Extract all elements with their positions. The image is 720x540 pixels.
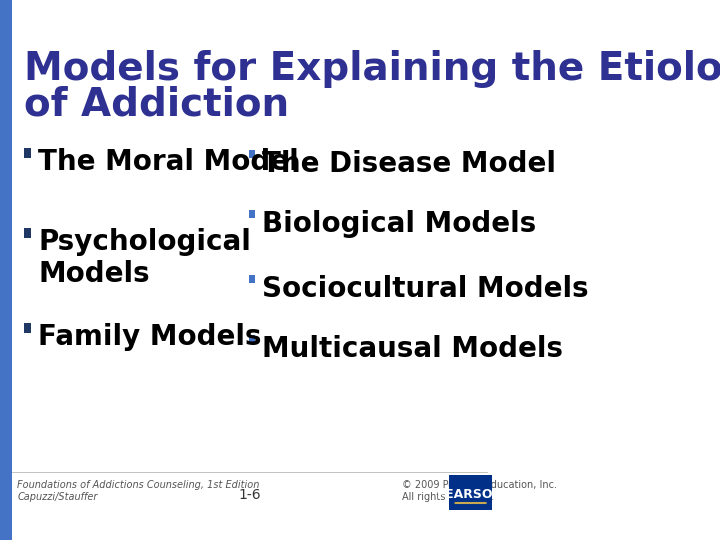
Text: Multicausal Models: Multicausal Models bbox=[262, 335, 563, 363]
Bar bbox=[250, 150, 255, 158]
Text: © 2009 Pearson Education, Inc.: © 2009 Pearson Education, Inc. bbox=[402, 480, 557, 490]
Bar bbox=[250, 210, 255, 218]
FancyBboxPatch shape bbox=[449, 475, 492, 510]
Text: Family Models: Family Models bbox=[38, 323, 261, 351]
Bar bbox=[24, 323, 31, 333]
Text: Sociocultural Models: Sociocultural Models bbox=[262, 275, 588, 303]
Text: All rights reserved.: All rights reserved. bbox=[402, 492, 494, 502]
Bar bbox=[250, 335, 255, 343]
Text: Models for Explaining the Etiology: Models for Explaining the Etiology bbox=[24, 50, 720, 88]
Text: Biological Models: Biological Models bbox=[262, 210, 536, 238]
Text: Psychological
Models: Psychological Models bbox=[38, 228, 251, 288]
Bar bbox=[24, 228, 31, 238]
Text: The Moral Model: The Moral Model bbox=[38, 148, 299, 176]
Text: 1-6: 1-6 bbox=[238, 488, 261, 502]
Text: The Disease Model: The Disease Model bbox=[262, 150, 556, 178]
Bar bbox=[24, 148, 31, 158]
Text: Capuzzi/Stauffer: Capuzzi/Stauffer bbox=[17, 492, 98, 502]
Bar bbox=[0, 0, 12, 540]
Text: PEARSON: PEARSON bbox=[437, 488, 504, 501]
Text: Foundations of Addictions Counseling, 1st Edition: Foundations of Addictions Counseling, 1s… bbox=[17, 480, 260, 490]
Text: of Addiction: of Addiction bbox=[24, 85, 289, 123]
Bar bbox=[250, 275, 255, 283]
